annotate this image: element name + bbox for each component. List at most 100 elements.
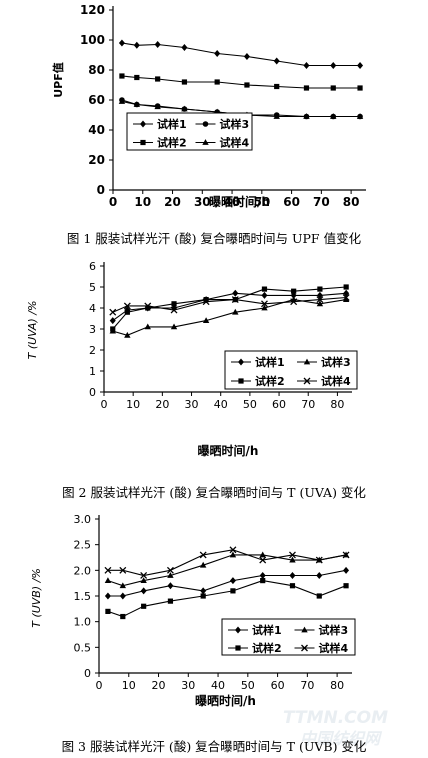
- data-point-s1: [316, 291, 323, 299]
- y-tick-label: 2: [89, 344, 96, 357]
- data-point-s2: [291, 288, 297, 294]
- data-point-s2: [171, 301, 177, 307]
- data-point-s4: [315, 556, 323, 564]
- series-line-1: [121, 42, 360, 67]
- legend-label: 试样2: [157, 136, 187, 150]
- legend-label: 试样1: [252, 623, 282, 637]
- y-tick-label: 80: [88, 63, 105, 77]
- series-line-1: [112, 292, 347, 322]
- data-point-s2: [134, 74, 140, 81]
- data-point-s1: [243, 53, 250, 60]
- data-point-s4: [259, 556, 267, 564]
- legend-label: 试样3: [321, 355, 351, 369]
- data-point-s1: [119, 592, 126, 600]
- data-point-s3: [124, 331, 131, 338]
- data-point-s1: [104, 592, 111, 600]
- x-tick-label: 30: [194, 195, 211, 209]
- data-point-s3: [140, 577, 147, 583]
- x-tick-label: 0: [101, 398, 108, 411]
- x-tick-label: 50: [241, 679, 255, 692]
- x-tick-label: 50: [243, 398, 257, 411]
- x-tick-label: 20: [164, 195, 181, 209]
- data-point-s2: [203, 297, 209, 303]
- data-point-s4: [104, 566, 112, 574]
- data-point-s1: [109, 317, 116, 325]
- legend-label: 试样1: [157, 117, 187, 131]
- y-tick-label: 60: [88, 93, 105, 107]
- legend-marker: [140, 139, 146, 146]
- x-tick-label: 70: [313, 195, 330, 209]
- legend-marker: [301, 644, 308, 652]
- data-point-s3: [170, 323, 178, 330]
- y-axis-label: UPF值: [51, 62, 65, 98]
- data-point-s3: [109, 327, 116, 334]
- series-line-2: [107, 580, 347, 618]
- plot-area: 0 10 20 30 40 50 60 70 80 0 0.5 1.0 1.5 2.0 2.5 3.0 曝晒时间…: [30, 513, 356, 708]
- data-point-s1: [343, 566, 350, 574]
- data-point-s4: [290, 298, 298, 306]
- data-point-s2: [330, 85, 336, 91]
- x-tick-label: 60: [283, 195, 300, 209]
- y-tick-label: 1: [89, 365, 96, 378]
- legend-marker: [303, 358, 311, 365]
- x-tick-label: 40: [211, 679, 225, 692]
- data-point-s2: [303, 85, 310, 91]
- data-point-s2: [244, 82, 250, 88]
- y-tick-label: 100: [80, 33, 105, 47]
- x-axis-label: 曝晒时间/h: [209, 194, 270, 209]
- data-point-s2: [167, 598, 174, 604]
- y-tick-label: 3.0: [74, 513, 92, 526]
- data-point-s4: [316, 296, 324, 304]
- legend-label: 试样3: [220, 117, 250, 131]
- data-point-s2: [120, 613, 126, 620]
- y-tick-label: 120: [80, 3, 105, 17]
- data-point-s1: [232, 289, 239, 297]
- y-tick-label: 2.0: [74, 564, 92, 577]
- x-tick-label: 0: [109, 195, 117, 209]
- data-point-s4: [303, 113, 310, 119]
- data-point-s3: [167, 572, 174, 578]
- x-tick-label: 60: [272, 398, 286, 411]
- series-line-2: [121, 75, 360, 89]
- data-point-s2: [289, 583, 296, 589]
- legend-marker: [238, 378, 244, 384]
- data-point-s1: [303, 62, 310, 69]
- data-point-s2: [145, 305, 151, 311]
- data-point-s2: [119, 73, 125, 79]
- data-point-s4: [342, 294, 350, 301]
- y-tick-label: 0: [84, 667, 91, 680]
- data-point-s4: [273, 113, 280, 119]
- series-line-2: [112, 286, 347, 330]
- data-point-s2: [343, 284, 349, 290]
- data-point-s1: [167, 582, 174, 590]
- y-tick-label: 3: [89, 323, 96, 336]
- data-point-s1: [214, 50, 221, 57]
- legend-box: [221, 618, 356, 656]
- data-point-s4: [181, 105, 188, 112]
- data-point-s3: [202, 317, 210, 323]
- y-tick-label: 1.5: [74, 590, 92, 603]
- legend-label: 试样2: [255, 374, 285, 388]
- y-tick-label: 0: [97, 183, 105, 197]
- data-point-s4: [229, 546, 237, 554]
- data-point-s4: [170, 306, 178, 314]
- x-tick-label: 40: [224, 195, 241, 209]
- data-point-s3: [144, 323, 151, 330]
- legend-label: 试样1: [255, 355, 285, 369]
- legend-label: 试样2: [252, 641, 282, 655]
- data-point-s2: [181, 79, 188, 85]
- series-line-3: [112, 299, 347, 336]
- y-tick-label: 40: [88, 123, 105, 137]
- data-point-s2: [274, 83, 280, 90]
- legend-label: 试样4: [220, 136, 250, 150]
- legend-marker: [140, 120, 146, 128]
- x-tick-label: 10: [122, 679, 136, 692]
- x-tick-label: 80: [330, 398, 344, 411]
- series-line-3: [107, 554, 347, 587]
- y-axis-label: T (UVA) /%: [26, 301, 39, 360]
- data-point-s3: [104, 577, 112, 583]
- data-point-s1: [118, 39, 125, 47]
- y-tick-label: 1.0: [74, 616, 92, 629]
- data-point-s1: [200, 587, 207, 595]
- data-point-s4: [231, 296, 239, 304]
